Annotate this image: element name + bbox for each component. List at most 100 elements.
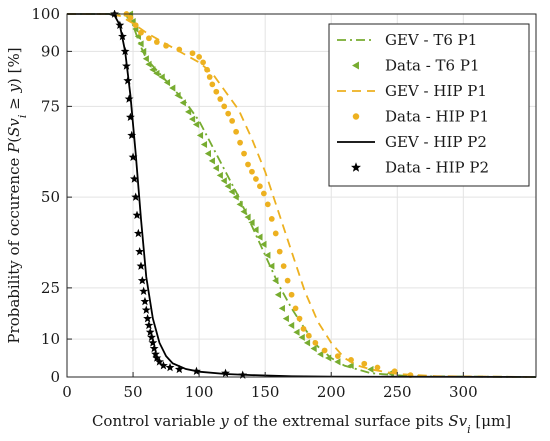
- series-5-point: [131, 192, 141, 201]
- series-3-point: [348, 357, 354, 363]
- series-3-point: [233, 128, 239, 135]
- series-1-point: [256, 233, 263, 241]
- series-3-markers: [123, 11, 414, 378]
- legend: GEV - T6 P1 Data - T6 P1 GEV - HIP P1 Data …: [328, 23, 530, 187]
- series-1-point: [298, 333, 305, 341]
- series-3-point: [196, 54, 202, 60]
- series-5-point: [149, 343, 159, 353]
- series-5-point: [123, 76, 133, 85]
- series-1-point: [334, 358, 341, 366]
- series-5-point: [133, 228, 143, 238]
- series-5-point: [136, 261, 146, 270]
- series-1-point: [303, 339, 311, 347]
- series-3-point: [200, 59, 206, 66]
- series-3-point: [300, 325, 307, 332]
- series-1-point: [149, 66, 156, 74]
- series-3-point: [312, 339, 319, 346]
- series-1-point: [260, 240, 267, 248]
- series-3-point: [268, 216, 275, 222]
- series-1-point: [293, 328, 300, 336]
- series-3-point: [264, 201, 271, 208]
- x-tick-label: 150: [251, 383, 280, 401]
- series-5-point: [137, 275, 147, 285]
- axes-box: [66, 13, 537, 378]
- series-3-point: [296, 315, 303, 322]
- series-5-point: [165, 362, 175, 372]
- series-5-point: [143, 313, 152, 323]
- legend-marker-swatch: [351, 162, 361, 172]
- series-5-point: [152, 353, 162, 362]
- series-3-point: [321, 347, 328, 354]
- series-1-point: [236, 200, 243, 208]
- x-tick-label: 250: [383, 383, 412, 401]
- x-axis-label: Control variable y of the extremal surfa…: [92, 412, 511, 436]
- series-1-point: [208, 157, 215, 165]
- series-3-point: [225, 110, 232, 117]
- series-5-point: [127, 130, 137, 140]
- series-5-point: [124, 94, 134, 103]
- series-3-point: [237, 139, 243, 146]
- series-3-point: [305, 332, 312, 339]
- legend-label: GEV - HIP P2: [385, 133, 487, 151]
- x-tick-label: 100: [185, 383, 214, 401]
- series-1-point: [140, 47, 147, 55]
- series-1-point: [278, 304, 285, 312]
- series-5-point: [192, 366, 201, 376]
- legend-label: GEV - HIP P1: [385, 82, 487, 100]
- series-3-point: [253, 176, 259, 182]
- series-3-point: [213, 88, 220, 95]
- series-3-point: [153, 39, 160, 45]
- series-3-point: [249, 168, 255, 175]
- series-5-point: [221, 368, 230, 377]
- series-1-point: [137, 40, 144, 48]
- legend-entry: GEV - HIP P1: [337, 82, 487, 100]
- series-3-point: [374, 364, 381, 371]
- y-tick-label: 50: [41, 188, 60, 206]
- series-5-point: [144, 320, 154, 330]
- series-1-point: [169, 84, 176, 92]
- y-tick-label: 0: [50, 368, 60, 386]
- series-1-point: [282, 315, 289, 323]
- x-tick-label: 200: [317, 383, 346, 401]
- series-1-point: [248, 219, 255, 227]
- series-3-point: [272, 230, 279, 237]
- series-1-point: [204, 150, 212, 158]
- legend-entry: GEV - HIP P2: [337, 133, 487, 151]
- series-5-point: [120, 46, 130, 56]
- series-1-point: [268, 262, 275, 270]
- series-5-point: [147, 332, 156, 342]
- series-5-point: [126, 112, 135, 122]
- series-1-point: [145, 60, 152, 68]
- series-3-point: [189, 50, 196, 57]
- series-1-point: [174, 91, 181, 99]
- y-axis-label: Probability of occurence P(Svi ≥ y) [%]: [5, 47, 29, 343]
- series-3-point: [132, 22, 139, 29]
- series-1-point: [224, 182, 231, 190]
- series-3-point: [229, 118, 236, 124]
- series-5-point: [129, 174, 139, 183]
- series-1-point: [163, 79, 171, 87]
- series-3-point: [292, 305, 299, 312]
- series-1-point: [185, 108, 192, 116]
- series-3-point: [288, 291, 295, 298]
- legend-entry: Data - HIP P2: [351, 159, 489, 177]
- y-tick-label: 25: [41, 279, 60, 297]
- series-3-point: [138, 29, 144, 36]
- series-1-point: [310, 345, 317, 353]
- series-5-point: [151, 349, 160, 358]
- series-3-point: [391, 368, 398, 375]
- series-5-point: [155, 357, 164, 366]
- series-5-point: [122, 61, 131, 70]
- series-1-point: [264, 251, 271, 259]
- series-3-point: [176, 46, 183, 53]
- series-1-point: [367, 365, 374, 373]
- legend-marker-swatch: [352, 113, 360, 120]
- series-1-point: [272, 277, 279, 285]
- series-5-point: [145, 327, 155, 336]
- x-tick-label: 300: [449, 383, 478, 401]
- series-0-line: [67, 13, 536, 378]
- series-5-markers: [110, 10, 248, 379]
- series-5-point: [141, 305, 151, 314]
- series-1-point: [158, 73, 165, 81]
